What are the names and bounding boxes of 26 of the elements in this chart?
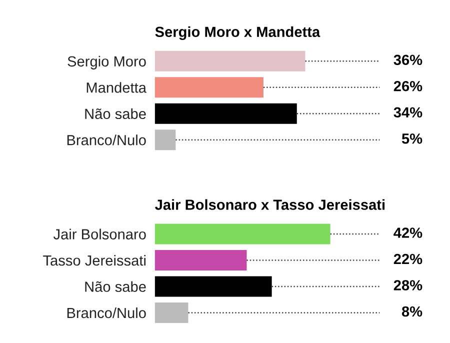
bar — [154, 302, 188, 323]
data-label: 34% — [394, 107, 422, 118]
y-tick-label: Jair Bolsonaro — [53, 228, 146, 240]
data-label: 36% — [394, 54, 422, 66]
data-label: 8% — [402, 306, 422, 317]
data-label: 28% — [394, 280, 422, 290]
data-label: 22% — [394, 254, 422, 264]
data-label: 26% — [394, 80, 422, 92]
y-tick-label: Não sabe — [85, 281, 146, 292]
bar — [154, 50, 306, 72]
y-tick-label: Branco/Nulo — [67, 307, 146, 318]
bar — [154, 77, 264, 98]
y-tick-label: Não sabe — [85, 108, 146, 120]
bar — [154, 103, 297, 124]
y-tick-label: Sergio Moro — [68, 56, 146, 70]
data-label: 42% — [394, 228, 422, 238]
bar — [154, 250, 247, 270]
y-tick-label: Tasso Jereissati — [43, 254, 146, 266]
data-label: 5% — [402, 133, 422, 144]
bar — [154, 130, 176, 150]
chart-title: Jair Bolsonaro x Tasso Jereissati — [155, 199, 385, 210]
chart-title: Sergio Moro x Mandetta — [155, 26, 320, 40]
y-tick-label: Mandetta — [86, 82, 146, 93]
bar — [154, 276, 272, 297]
bar — [154, 224, 330, 244]
y-tick-label: Branco/Nulo — [67, 134, 146, 146]
